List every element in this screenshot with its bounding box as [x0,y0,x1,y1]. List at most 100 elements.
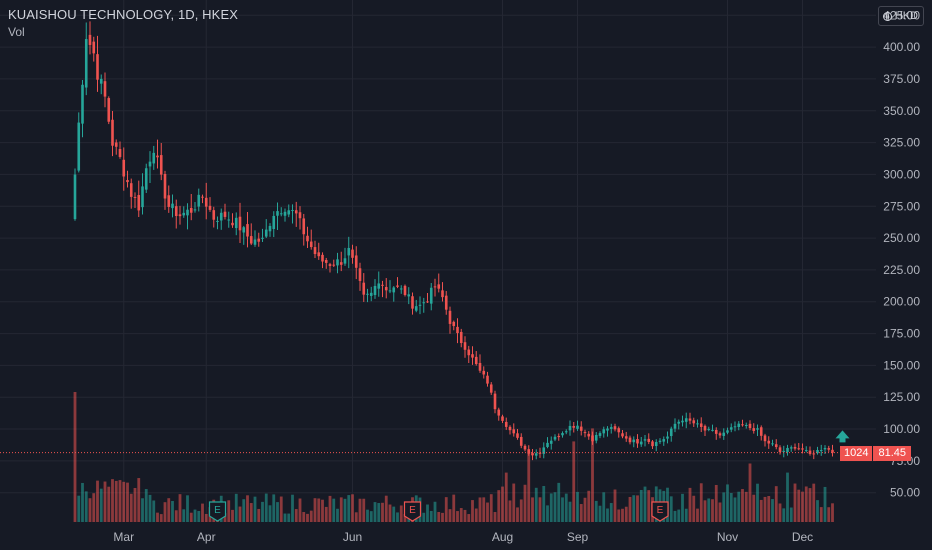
up-arrow-icon[interactable] [835,430,850,443]
volume-bar [343,498,347,522]
candle-body [684,418,688,422]
volume-bar [568,501,572,522]
volume-bar [606,508,609,522]
candle-body [148,161,152,167]
candle-body [812,453,816,455]
candle-body [291,209,294,211]
volume-bar [459,508,463,522]
volume-bar [737,491,741,522]
volume-bar [696,508,699,522]
candle-body [444,295,448,310]
volume-bar [729,493,733,522]
volume-bar [786,472,789,522]
x-tick-label: Aug [492,530,513,544]
volume-indicator-label[interactable]: Vol [8,25,25,39]
volume-bar [159,514,163,522]
candle-body [309,241,313,248]
volume-bar [437,512,441,522]
candle-body [531,453,534,456]
candle-body [238,216,242,231]
volume-bar [741,489,744,522]
volume-bar [84,491,88,522]
volume-bar [332,498,336,522]
x-tick-label: Dec [792,530,813,544]
volume-bar [512,483,516,522]
earnings-marker[interactable]: E [651,501,669,522]
volume-bar [467,514,471,522]
volume-bar [317,498,321,522]
candle-body [831,449,834,453]
candle-body [418,304,422,306]
candle-body [411,296,414,309]
volume-bar [692,495,696,522]
volume-bar [538,497,542,522]
candle-body [561,433,564,436]
candle-body [654,442,658,446]
x-tick-label: Sep [567,530,589,544]
candle-body [414,306,418,311]
candle-body [437,284,441,289]
candle-body [429,287,433,304]
volume-bar [261,501,264,522]
symbol-title[interactable]: KUAISHOU TECHNOLOGY, 1D, HKEX [8,7,238,22]
candle-body [399,288,403,290]
candle-body [741,424,744,426]
candle-body [486,375,489,384]
candle-body [219,212,223,221]
candle-body [306,235,309,242]
earnings-markers[interactable]: EEEE [208,430,932,522]
time-axis[interactable]: Mar Apr Jun Aug Sep Nov Dec [113,530,813,544]
volume-bar [182,509,186,522]
volume-bar [534,487,538,522]
candle-body [628,437,632,443]
candle-body [133,196,137,198]
candle-body [819,450,823,452]
volume-bar [276,502,279,522]
volume-bar [452,494,456,522]
volume-bar [557,482,561,522]
volume-bar [223,513,227,522]
volume-bar [373,502,377,522]
volume-bar [444,497,448,522]
volume-bar [576,491,579,522]
candle-body [99,78,103,84]
volume-bar [227,500,231,522]
volume-bar [632,495,636,522]
volume-bar [302,512,306,522]
candle-body [81,84,84,124]
y-tick-label: 375.00 [883,72,920,86]
candle-body [426,301,429,303]
x-tick-label: Nov [717,530,738,544]
earnings-marker[interactable]: E [208,501,227,522]
candle-body [321,254,324,262]
candle-body [276,211,279,216]
currency-button[interactable]: HKD [877,6,924,26]
volume-bar [733,497,737,522]
candle-body [827,448,831,450]
candle-body [677,421,681,424]
volume-bar [369,511,373,522]
volume-bar [77,495,81,522]
volume-bar [564,493,568,522]
price-axis[interactable]: 50.0075.00100.00125.00150.00175.00200.00… [883,8,920,499]
volume-bar [242,499,246,522]
volume-bar [403,513,407,522]
volume-bar [313,498,317,522]
volume-bar [463,509,467,522]
volume-bar [714,484,718,522]
earnings-marker[interactable]: E [403,501,422,522]
volume-bar [362,498,366,522]
volume-bar [92,493,96,522]
y-tick-label: 350.00 [883,104,920,118]
volume-bar [118,480,122,522]
candle-body [126,180,129,183]
candle-body [298,212,302,219]
candle-body [77,122,81,171]
volume-bar [531,497,534,522]
volume-bar [298,498,302,522]
volume-bar [471,500,474,522]
y-tick-label: 150.00 [883,358,920,372]
earnings-label: E [657,505,664,516]
earnings-badge-icon [651,501,669,522]
